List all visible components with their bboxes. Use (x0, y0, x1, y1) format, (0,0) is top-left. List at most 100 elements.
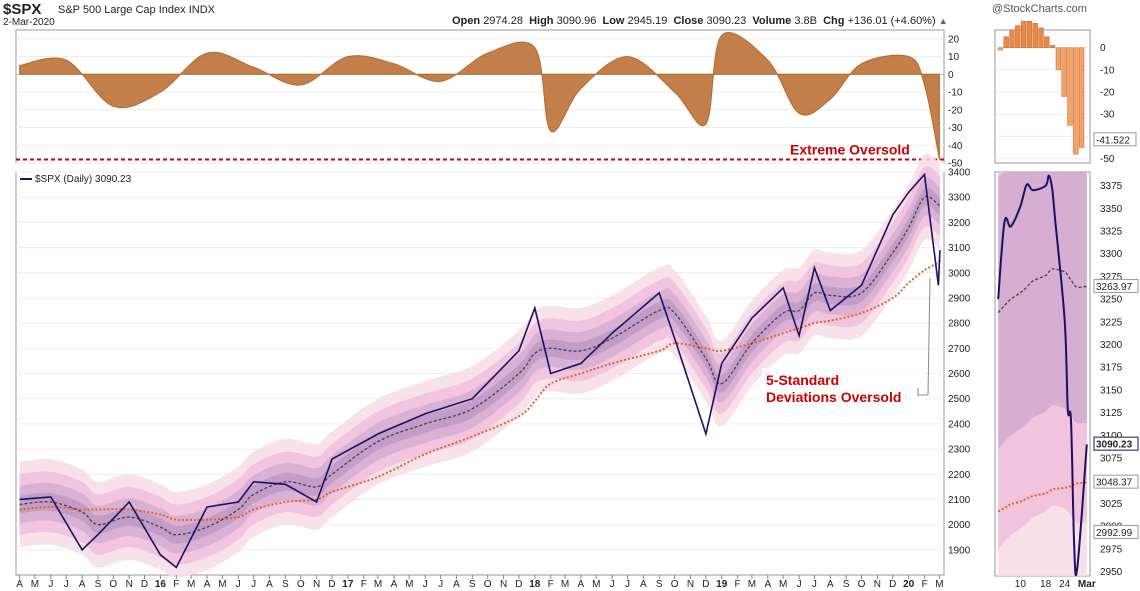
x-tick-label: N (313, 579, 320, 590)
x-tick-label: O (297, 579, 305, 590)
open-label: Open (452, 15, 481, 27)
security-name: S&P 500 Large Cap Index INDX (58, 4, 215, 16)
oscillator-zoom-bar (1003, 36, 1009, 48)
x-tick-label: S (843, 579, 850, 590)
x-tick-label: M (405, 579, 413, 590)
volume-label: Volume (752, 15, 792, 27)
x-tick-label: F (921, 579, 927, 590)
price-main-ytick: 3100 (948, 243, 971, 254)
x-tick-label: A (578, 579, 585, 590)
price-main-ytick: 2500 (948, 394, 971, 405)
extreme-oversold-label: Extreme Oversold (790, 141, 910, 157)
x-tick-label: D (702, 579, 709, 590)
x-tick-label: J (438, 579, 443, 590)
oscillator-main-ytick: -20 (948, 105, 963, 116)
price-zoom-ytick: 3300 (1100, 249, 1123, 260)
price-zoom-label-ma_long: 3048.37 (1096, 478, 1133, 489)
x-tick-label: A (204, 579, 211, 590)
price-main-long-ma (19, 259, 941, 522)
oscillator-zoom-bar (1067, 47, 1073, 126)
x-tick-label: O (858, 579, 866, 590)
x-tick-label: F (361, 579, 367, 590)
oscillator-main-ytick: 0 (948, 70, 954, 81)
price-zoom-ytick: 3250 (1100, 295, 1123, 306)
low-value: 2945.19 (627, 15, 668, 27)
x-tick-label: N (500, 579, 507, 590)
x-tick-label: N (687, 579, 694, 590)
price-zoom-band-2 (998, 172, 1087, 449)
stockcharts-credit: @StockCharts.com (992, 3, 1087, 15)
price-zoom-xtick: 18 (1040, 579, 1052, 590)
low-label: Low (602, 15, 625, 27)
price-zoom-ytick: 3025 (1100, 499, 1123, 510)
price-zoom-label-box-band (1093, 524, 1139, 539)
price-main-ytick: 2200 (948, 470, 971, 481)
price-main-ytick: 3300 (948, 193, 971, 204)
price-zoom-ytick: 3125 (1100, 408, 1123, 419)
x-tick-label: 19 (716, 579, 728, 590)
price-zoom-long-ma (997, 481, 1087, 513)
oscillator-zoom-bar (1009, 29, 1015, 48)
oscillator-zoom-bar (1078, 47, 1085, 148)
oscillator-main-ytick: 20 (948, 34, 960, 45)
oscillator-zoom-bar (1015, 25, 1021, 48)
price-zoom-label-box-close (1093, 436, 1139, 451)
x-tick-label: J (64, 579, 69, 590)
x-tick-label: M (374, 579, 382, 590)
price-zoom-short-ma (997, 268, 1087, 314)
x-tick-label: A (391, 579, 398, 590)
x-tick-label: J (610, 579, 615, 590)
price-main-ytick: 2700 (948, 344, 971, 355)
up-triangle-icon: ▲ (938, 16, 948, 26)
x-tick-label: N (126, 579, 133, 590)
oscillator-zoom-bar (1049, 45, 1056, 48)
price-zoom-ytick: 3275 (1100, 272, 1123, 283)
oscillator-zoom-last-label: -41.522 (1096, 135, 1130, 146)
x-tick-label: M (561, 579, 569, 590)
x-tick-label: J (797, 579, 802, 590)
x-tick-label: M (31, 579, 39, 590)
price-main-ytick: 2100 (948, 495, 971, 506)
oscillator-zoom-bar (1044, 36, 1050, 48)
x-tick-label: 18 (529, 579, 541, 590)
x-tick-label: J (251, 579, 256, 590)
price-zoom-ytick: 3200 (1100, 340, 1123, 351)
price-zoom-ytick: 3225 (1100, 317, 1123, 328)
oscillator-main-ytick: -10 (948, 88, 963, 99)
price-main-ytick: 3000 (948, 268, 971, 279)
oscillator-zoom-bar (1061, 47, 1067, 97)
x-tick-label: M (592, 579, 600, 590)
oscillator-zoom-bar (1038, 27, 1044, 48)
high-label: High (529, 15, 554, 27)
x-tick-label: D (889, 579, 896, 590)
price-zoom-ytick: 3150 (1100, 385, 1123, 396)
price-main-ytick: 2000 (948, 520, 971, 531)
open-value: 2974.28 (483, 15, 523, 27)
x-tick-label: A (79, 579, 86, 590)
x-tick-label: O (484, 579, 492, 590)
oscillator-main-area (19, 32, 940, 160)
price-main-short-ma (19, 195, 941, 536)
x-tick-label: J (423, 579, 428, 590)
x-tick-label: D (141, 579, 148, 590)
price-main-ytick: 3200 (948, 218, 971, 229)
high-value: 3090.96 (556, 15, 597, 27)
x-tick-label: F (173, 579, 179, 590)
x-tick-label: 20 (903, 579, 915, 590)
price-legend-label: $SPX (Daily) 3090.23 (35, 174, 132, 185)
price-zoom-line (997, 174, 1088, 577)
price-zoom-ytick: 2950 (1100, 567, 1123, 578)
price-main-ytick: 3400 (948, 168, 971, 179)
price-zoom-ytick: 2975 (1100, 544, 1123, 555)
symbol: $SPX (3, 1, 42, 18)
price-zoom-ytick: 3325 (1100, 227, 1123, 238)
x-tick-label: S (282, 579, 289, 590)
x-tick-label: 16 (155, 579, 167, 590)
price-zoom-xtick: 10 (1015, 579, 1027, 590)
oscillator-zoom-ytick: -50 (1100, 154, 1115, 165)
x-tick-label: S (656, 579, 663, 590)
x-tick-label: 17 (342, 579, 354, 590)
oscillator-zoom-bar (1073, 47, 1079, 155)
x-tick-label: A (453, 579, 460, 590)
